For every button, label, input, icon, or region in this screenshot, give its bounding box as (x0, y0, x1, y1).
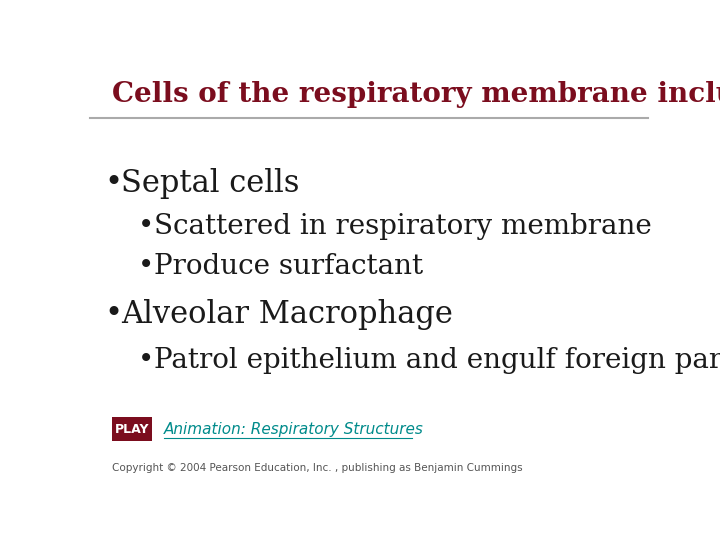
Text: •: • (104, 299, 122, 330)
Text: Cells of the respiratory membrane include: Cells of the respiratory membrane includ… (112, 82, 720, 109)
Text: Septal cells: Septal cells (121, 168, 300, 199)
Text: •: • (104, 168, 122, 199)
Text: Patrol epithelium and engulf foreign particles: Patrol epithelium and engulf foreign par… (154, 347, 720, 374)
Text: Produce surfactant: Produce surfactant (154, 253, 423, 280)
Text: •: • (138, 253, 153, 280)
Text: Alveolar Macrophage: Alveolar Macrophage (121, 299, 453, 330)
Text: PLAY: PLAY (115, 422, 150, 436)
Text: •: • (138, 213, 153, 240)
Text: Copyright © 2004 Pearson Education, Inc. , publishing as Benjamin Cummings: Copyright © 2004 Pearson Education, Inc.… (112, 463, 523, 473)
Text: Animation: Respiratory Structures: Animation: Respiratory Structures (163, 422, 423, 436)
Text: Scattered in respiratory membrane: Scattered in respiratory membrane (154, 213, 652, 240)
FancyBboxPatch shape (112, 417, 153, 441)
Text: •: • (138, 347, 153, 374)
